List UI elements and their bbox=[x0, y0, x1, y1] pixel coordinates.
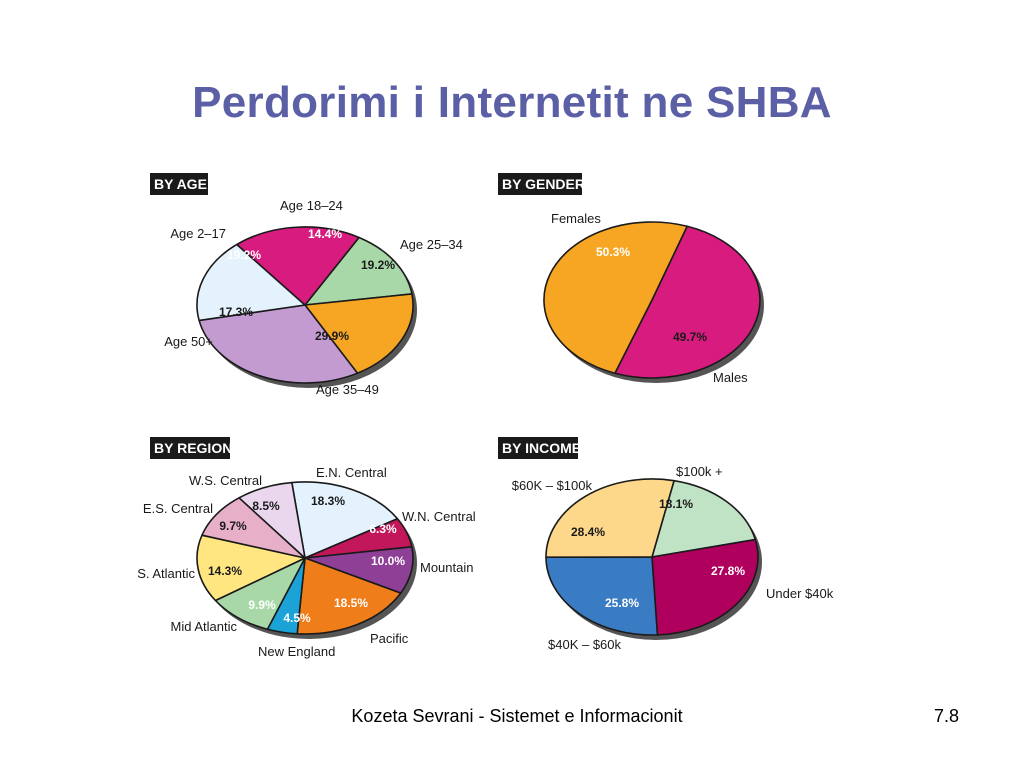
income-slice-0 bbox=[651, 479, 757, 558]
income-value-label-1: 27.8% bbox=[711, 564, 745, 578]
age-value-label-3: 17.3% bbox=[219, 305, 253, 319]
age-chart-header-box bbox=[150, 173, 208, 195]
region-value-label-7: 9.7% bbox=[219, 519, 247, 533]
income-value-label-0: 18.1% bbox=[659, 497, 693, 511]
region-value-label-4: 4.5% bbox=[283, 611, 311, 625]
region-category-label-2: Mountain bbox=[420, 560, 473, 575]
gender-value-label-0: 50.3% bbox=[596, 245, 630, 259]
income-value-label-2: 25.8% bbox=[605, 596, 639, 610]
region-chart-header: BY REGION bbox=[154, 440, 232, 456]
gender-chart-header-box bbox=[498, 173, 582, 195]
income-slice-1 bbox=[651, 538, 759, 636]
age-category-label-1: Age 25–34 bbox=[400, 237, 463, 252]
region-category-label-4: New England bbox=[258, 644, 335, 659]
age-value-label-4: 19.2% bbox=[227, 248, 261, 262]
gender-category-label-0: Females bbox=[551, 211, 601, 226]
region-slice-8 bbox=[238, 481, 306, 559]
region-value-label-2: 10.0% bbox=[371, 554, 405, 568]
income-slice-2 bbox=[545, 556, 659, 636]
gender-slice-1 bbox=[543, 221, 688, 375]
income-pie-chart: BY INCOME 18.1% 27.8% 25.8% 28.4% $100k + Unde… bbox=[498, 437, 834, 652]
region-value-label-3: 18.5% bbox=[334, 596, 368, 610]
age-category-label-3: Age 50+ bbox=[164, 334, 213, 349]
region-pie-chart: BY REGION 18.3% 6.3% 10.0% 18.5% 4.5% 9.9% 14.3… bbox=[137, 437, 476, 659]
income-value-label-3: 28.4% bbox=[571, 525, 605, 539]
income-category-label-2: $40K – $60k bbox=[548, 637, 622, 652]
region-category-label-6: S. Atlantic bbox=[137, 566, 195, 581]
gender-pie-chart: BY GENDER 50.3% 49.7% Females Males bbox=[498, 173, 764, 385]
region-chart-header-box bbox=[150, 437, 230, 459]
income-category-label-0: $100k + bbox=[676, 464, 723, 479]
region-category-label-3: Pacific bbox=[370, 631, 409, 646]
age-slice-1 bbox=[304, 293, 414, 374]
age-category-label-4: Age 2–17 bbox=[170, 226, 226, 241]
income-chart-header-box bbox=[498, 437, 578, 459]
region-category-label-0: E.N. Central bbox=[316, 465, 387, 480]
age-category-label-2: Age 35–49 bbox=[316, 382, 379, 397]
age-pie-chart: BY AGE 14.4% 19.2% 29.9% 17.3% 19.2% Age 18–24… bbox=[150, 173, 463, 397]
age-slice-3 bbox=[196, 243, 306, 322]
age-slice-2 bbox=[198, 304, 359, 384]
gender-chart-header: BY GENDER bbox=[502, 176, 585, 192]
region-category-label-7: E.S. Central bbox=[143, 501, 213, 516]
slide-title: Perdorimi i Internetit ne SHBA bbox=[192, 78, 832, 127]
region-slice-3 bbox=[296, 557, 402, 635]
income-category-label-1: Under $40k bbox=[766, 586, 834, 601]
region-value-label-6: 14.3% bbox=[208, 564, 242, 578]
age-value-label-2: 29.9% bbox=[315, 329, 349, 343]
region-value-label-5: 9.9% bbox=[248, 598, 276, 612]
age-slice-0 bbox=[304, 236, 413, 306]
age-chart-header: BY AGE bbox=[154, 176, 207, 192]
region-category-label-8: W.S. Central bbox=[189, 473, 262, 488]
gender-category-label-1: Males bbox=[713, 370, 748, 385]
age-value-label-0: 14.4% bbox=[308, 227, 342, 241]
region-category-label-1: W.N. Central bbox=[402, 509, 476, 524]
region-slice-6 bbox=[196, 534, 306, 602]
income-chart-header: BY INCOME bbox=[502, 440, 581, 456]
region-value-label-1: 6.3% bbox=[369, 522, 397, 536]
region-category-label-5: Mid Atlantic bbox=[171, 619, 238, 634]
income-slice-3 bbox=[545, 478, 675, 558]
age-category-label-0: Age 18–24 bbox=[280, 198, 343, 213]
region-slice-0 bbox=[291, 481, 399, 559]
gender-value-label-1: 49.7% bbox=[673, 330, 707, 344]
age-slice-4 bbox=[236, 226, 360, 306]
income-category-label-3: $60K – $100k bbox=[512, 478, 593, 493]
age-value-label-1: 19.2% bbox=[361, 258, 395, 272]
gender-slice-0 bbox=[614, 225, 761, 379]
region-value-label-0: 18.3% bbox=[311, 494, 345, 508]
slide-footer: Kozeta Sevrani - Sistemet e Informacioni… bbox=[351, 706, 683, 726]
page-number: 7.8 bbox=[934, 706, 960, 726]
region-value-label-8: 8.5% bbox=[252, 499, 280, 513]
